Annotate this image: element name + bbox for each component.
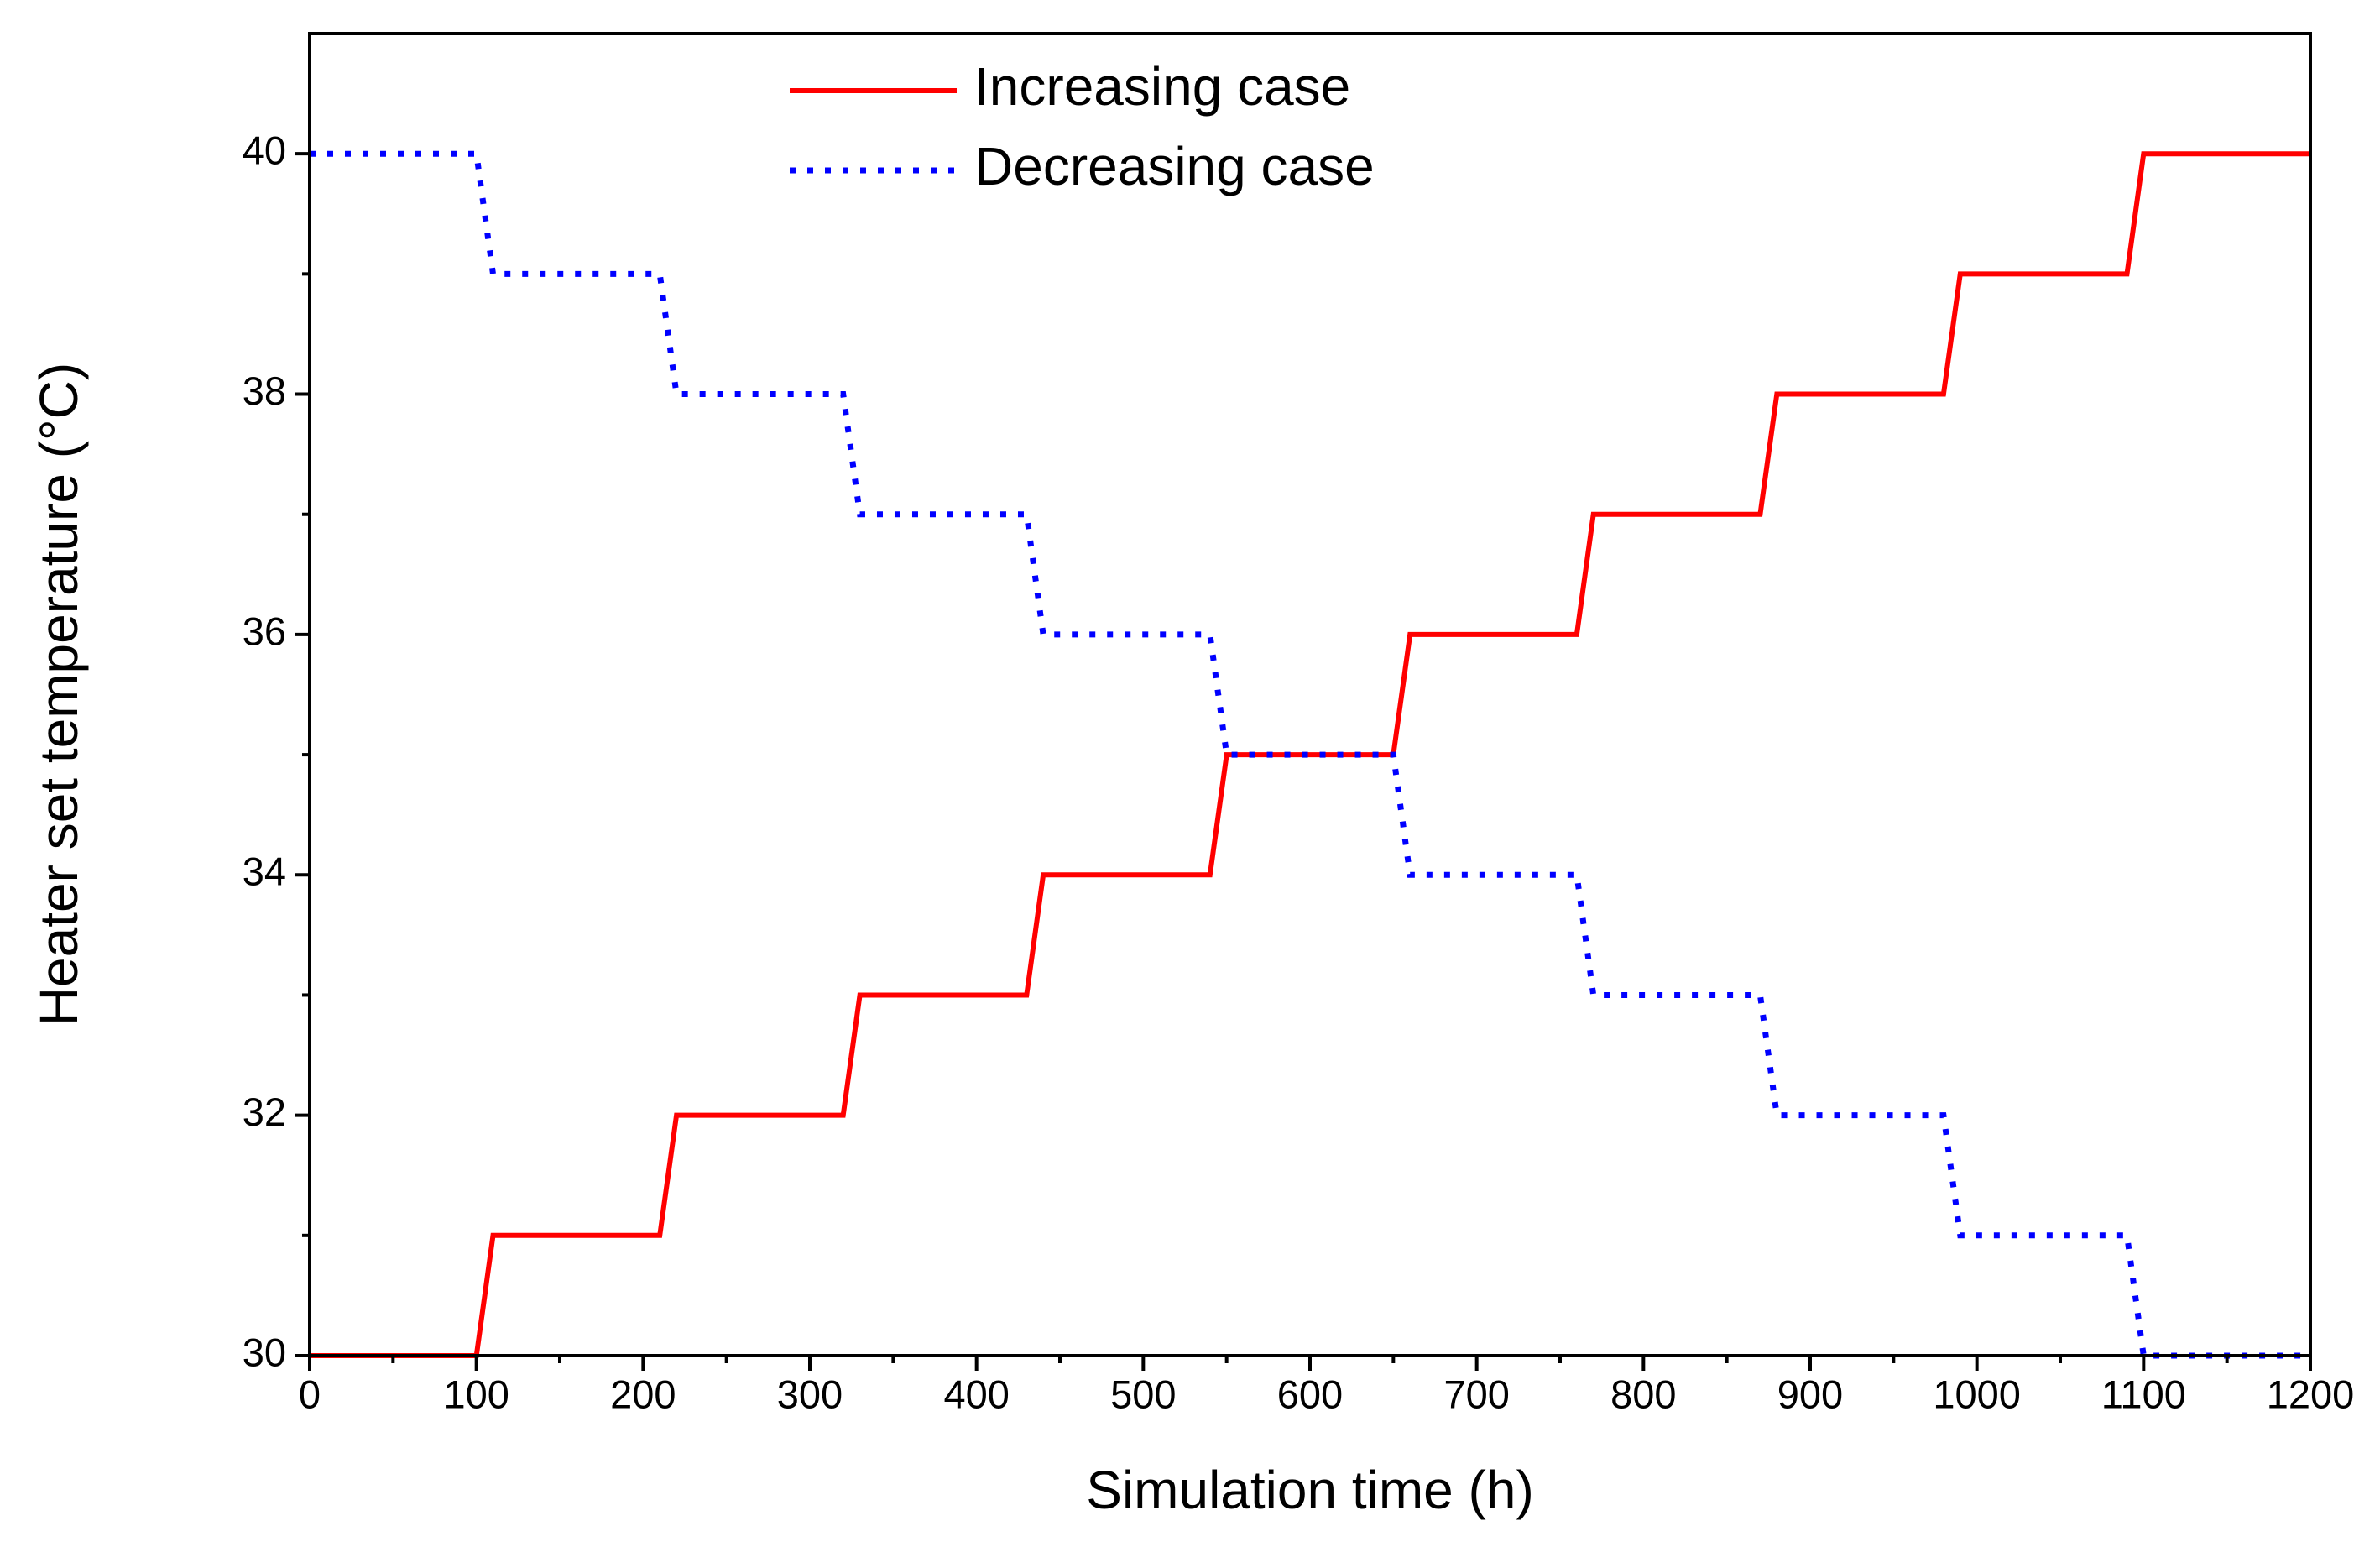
plot-frame: [308, 32, 2312, 1357]
y-axis-label: Heater set temperature (°C): [29, 363, 89, 1026]
y-tick-label: 36: [243, 609, 286, 653]
x-tick-label: 600: [1277, 1372, 1343, 1416]
x-tick-label: 500: [1110, 1372, 1176, 1416]
x-tick-label: 400: [943, 1372, 1009, 1416]
y-tick-label: 40: [243, 128, 286, 173]
legend-label: Increasing case: [974, 56, 1350, 117]
data-line: [310, 150, 2310, 1359]
x-tick-label: 100: [443, 1372, 509, 1416]
x-tick-label: 300: [777, 1372, 843, 1416]
x-tick-label: 1000: [1933, 1372, 2021, 1416]
y-tick-label: 30: [243, 1330, 286, 1374]
x-tick-label: 800: [1610, 1372, 1676, 1416]
x-axis-label: Simulation time (h): [1086, 1460, 1534, 1520]
x-tick-label: 0: [299, 1372, 321, 1416]
x-tick-label: 1200: [2267, 1372, 2355, 1416]
x-tick-label: 1100: [2101, 1372, 2186, 1416]
x-tick-label: 700: [1443, 1372, 1509, 1416]
x-tick-label: 900: [1777, 1372, 1843, 1416]
data-line: [310, 151, 2310, 1358]
y-tick-label: 38: [243, 368, 286, 413]
legend-label: Decreasing case: [974, 136, 1375, 196]
y-tick-label: 32: [243, 1090, 286, 1134]
y-tick-label: 34: [243, 849, 286, 894]
x-tick-label: 200: [610, 1372, 676, 1416]
